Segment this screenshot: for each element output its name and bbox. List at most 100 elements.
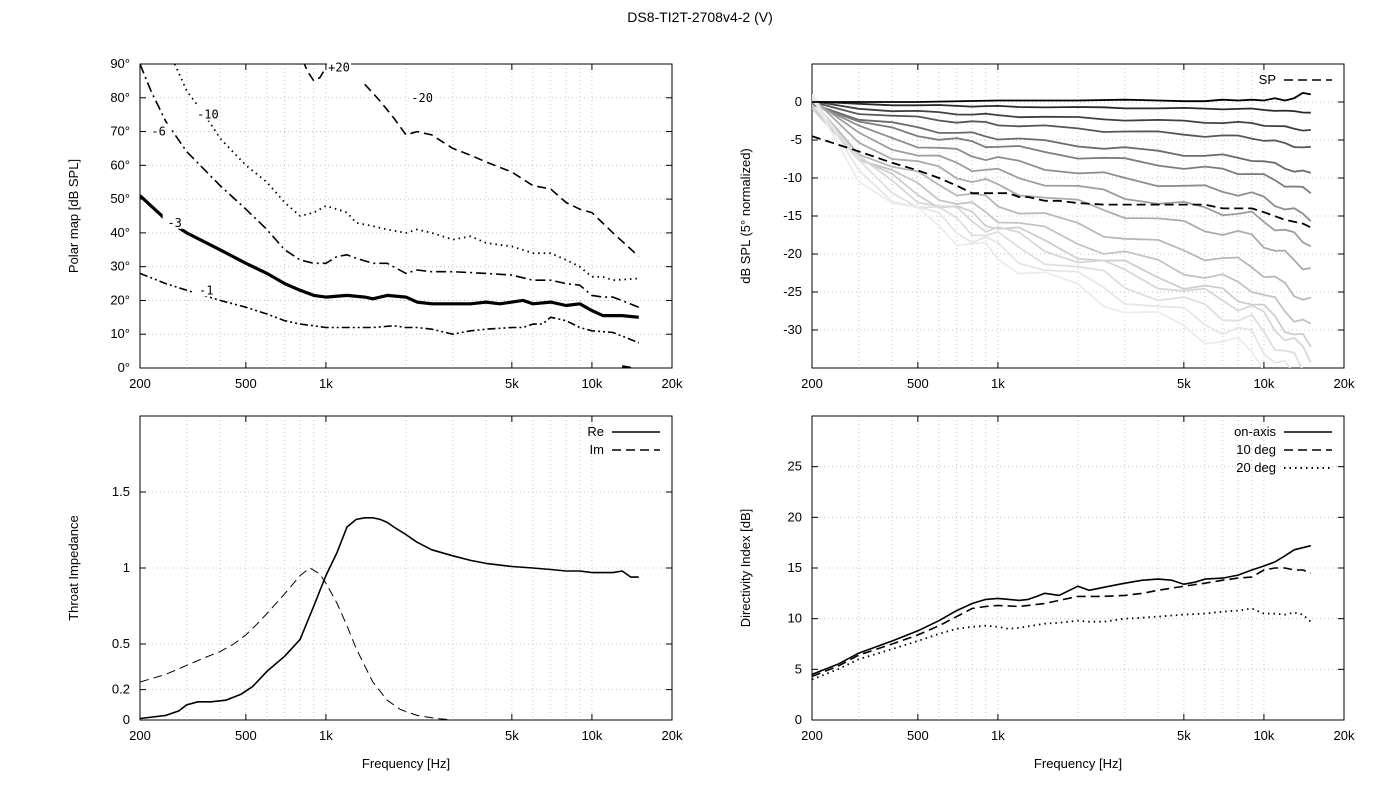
grid-directivity bbox=[812, 416, 1344, 720]
contour-label: +20 bbox=[328, 60, 350, 74]
series-line--1 bbox=[140, 272, 640, 344]
series-line-on-axis bbox=[812, 544, 1311, 676]
y-axis-label: Directivity Index [dB] bbox=[738, 509, 753, 628]
x-tick-label: 10k bbox=[581, 376, 602, 391]
x-tick-label: 500 bbox=[907, 376, 929, 391]
legend-label: Im bbox=[590, 442, 604, 457]
normalized-curve bbox=[812, 98, 1303, 368]
y-tick-label: 0 bbox=[795, 94, 802, 109]
y-tick-label: 0 bbox=[123, 712, 130, 727]
series-line-on-axis bbox=[812, 92, 1311, 103]
x-tick-label: 5k bbox=[1177, 376, 1191, 391]
normalized-curve bbox=[812, 102, 1312, 222]
y-axis-label: Throat Impedance bbox=[66, 515, 81, 621]
y-tick-label: 80° bbox=[110, 90, 130, 105]
x-tick-label: 10k bbox=[1253, 728, 1274, 743]
series-line-Im bbox=[140, 567, 453, 720]
y-tick-label: 0° bbox=[118, 360, 130, 375]
y-tick-label: -10 bbox=[783, 170, 802, 185]
contour-label: -20 bbox=[411, 91, 433, 105]
x-tick-label: 5k bbox=[505, 728, 519, 743]
y-tick-label: -20 bbox=[783, 246, 802, 261]
x-tick-label: 1k bbox=[319, 376, 333, 391]
legend-label: SP bbox=[1259, 72, 1276, 87]
y-tick-label: 40° bbox=[110, 225, 130, 240]
contour-label-bg bbox=[162, 214, 187, 229]
y-tick-label: 0 bbox=[795, 712, 802, 727]
y-tick-label: 5 bbox=[795, 661, 802, 676]
chart-normalized: 200 500 1k 5k 10k 20k 0 -5 -10 -15 -20 -25 -30 dB SPL… bbox=[738, 63, 1355, 391]
series-line-SP bbox=[812, 135, 1312, 229]
x-tick-label: 200 bbox=[129, 376, 151, 391]
series-line--10 bbox=[173, 64, 639, 282]
contour-label-bg bbox=[327, 59, 352, 74]
series-line-+20 bbox=[303, 64, 327, 82]
plot-area-impedance bbox=[140, 516, 639, 720]
plot-area-normalized bbox=[812, 92, 1312, 368]
y-tick-label: 10 bbox=[788, 611, 802, 626]
grid-polar bbox=[140, 64, 672, 368]
x-tick-label: 20k bbox=[662, 376, 683, 391]
contour-label-bg bbox=[146, 123, 171, 138]
x-tick-label: 500 bbox=[235, 728, 257, 743]
x-tick-label: 1k bbox=[319, 728, 333, 743]
normalized-curve bbox=[812, 102, 1312, 174]
normalized-curve bbox=[812, 104, 1312, 325]
normalized-curve bbox=[812, 107, 1312, 348]
contour-label: -1 bbox=[199, 283, 213, 297]
x-tick-label: 20k bbox=[1334, 376, 1355, 391]
legend-label: 20 deg bbox=[1236, 460, 1276, 475]
x-tick-label: 1k bbox=[991, 376, 1005, 391]
x-tick-label: 5k bbox=[505, 376, 519, 391]
y-tick-label: 50° bbox=[110, 191, 130, 206]
x-tick-label: 20k bbox=[662, 728, 683, 743]
contour-label-bg bbox=[194, 282, 219, 297]
contour-label: -6 bbox=[151, 125, 165, 139]
normalized-curve bbox=[812, 96, 1311, 271]
series-line--6 bbox=[140, 64, 640, 308]
grid-impedance bbox=[140, 416, 672, 720]
plot-frame bbox=[139, 63, 673, 369]
series-line--3 bbox=[140, 194, 639, 319]
normalized-curve bbox=[812, 93, 1291, 368]
normalized-curve bbox=[812, 100, 1311, 149]
x-tick-label: 5k bbox=[1177, 728, 1191, 743]
x-tick-label: 200 bbox=[801, 376, 823, 391]
y-tick-label: -5 bbox=[790, 132, 802, 147]
normalized-curve bbox=[812, 99, 1312, 301]
y-tick-label: -15 bbox=[783, 208, 802, 223]
y-tick-label: 20 bbox=[788, 509, 802, 524]
x-tick-label: 20k bbox=[1334, 728, 1355, 743]
figure-title: DS8-TI2T-2708v4-2 (V) bbox=[627, 9, 773, 25]
plot-area-polar bbox=[140, 64, 640, 368]
contour-label-bg bbox=[195, 106, 220, 121]
x-tick-label: 200 bbox=[801, 728, 823, 743]
series-line-tail bbox=[621, 365, 632, 368]
contour-label: -3 bbox=[167, 216, 181, 230]
x-tick-label: 10k bbox=[581, 728, 602, 743]
y-tick-label: -25 bbox=[783, 284, 802, 299]
chart-directivity: 200 500 1k 5k 10k 20k 0 5 10 15 20 25 Directivity In… bbox=[738, 415, 1355, 771]
series-line--20 bbox=[364, 83, 640, 258]
y-tick-label: 1 bbox=[123, 560, 130, 575]
grid-normalized bbox=[812, 64, 1344, 368]
y-tick-label: 1.5 bbox=[112, 484, 130, 499]
series-line-20-deg bbox=[812, 607, 1312, 681]
x-axis-label: Frequency [Hz] bbox=[362, 756, 450, 771]
x-axis-label: Frequency [Hz] bbox=[1034, 756, 1122, 771]
normalized-curve bbox=[812, 105, 1312, 364]
contour-label-bg bbox=[410, 89, 435, 104]
y-tick-label: 15 bbox=[788, 560, 802, 575]
x-tick-label: 500 bbox=[907, 728, 929, 743]
x-tick-label: 10k bbox=[1253, 376, 1274, 391]
contour-label: -10 bbox=[197, 108, 219, 122]
y-tick-label: 10° bbox=[110, 326, 130, 341]
legend-label: on-axis bbox=[1234, 424, 1276, 439]
x-tick-label: 1k bbox=[991, 728, 1005, 743]
y-axis-label: dB SPL (5° normalized) bbox=[738, 148, 753, 284]
plot-area-directivity bbox=[812, 544, 1312, 681]
chart-impedance: 200 500 1k 5k 10k 20k 0 0.2 0.5 1 1.5 Throat Impeda… bbox=[66, 415, 683, 771]
x-tick-label: 500 bbox=[235, 376, 257, 391]
y-tick-label: 25 bbox=[788, 459, 802, 474]
